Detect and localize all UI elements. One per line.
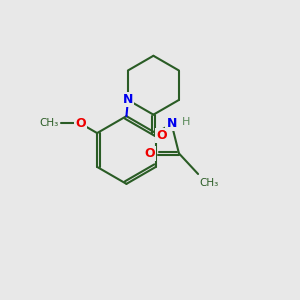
Text: O: O	[144, 147, 155, 160]
Text: CH₃: CH₃	[200, 178, 219, 188]
Text: N: N	[167, 117, 177, 130]
Text: O: O	[156, 129, 167, 142]
Text: N: N	[123, 93, 133, 106]
Text: CH₃: CH₃	[40, 118, 59, 128]
Text: O: O	[75, 117, 86, 130]
Text: H: H	[182, 117, 190, 127]
